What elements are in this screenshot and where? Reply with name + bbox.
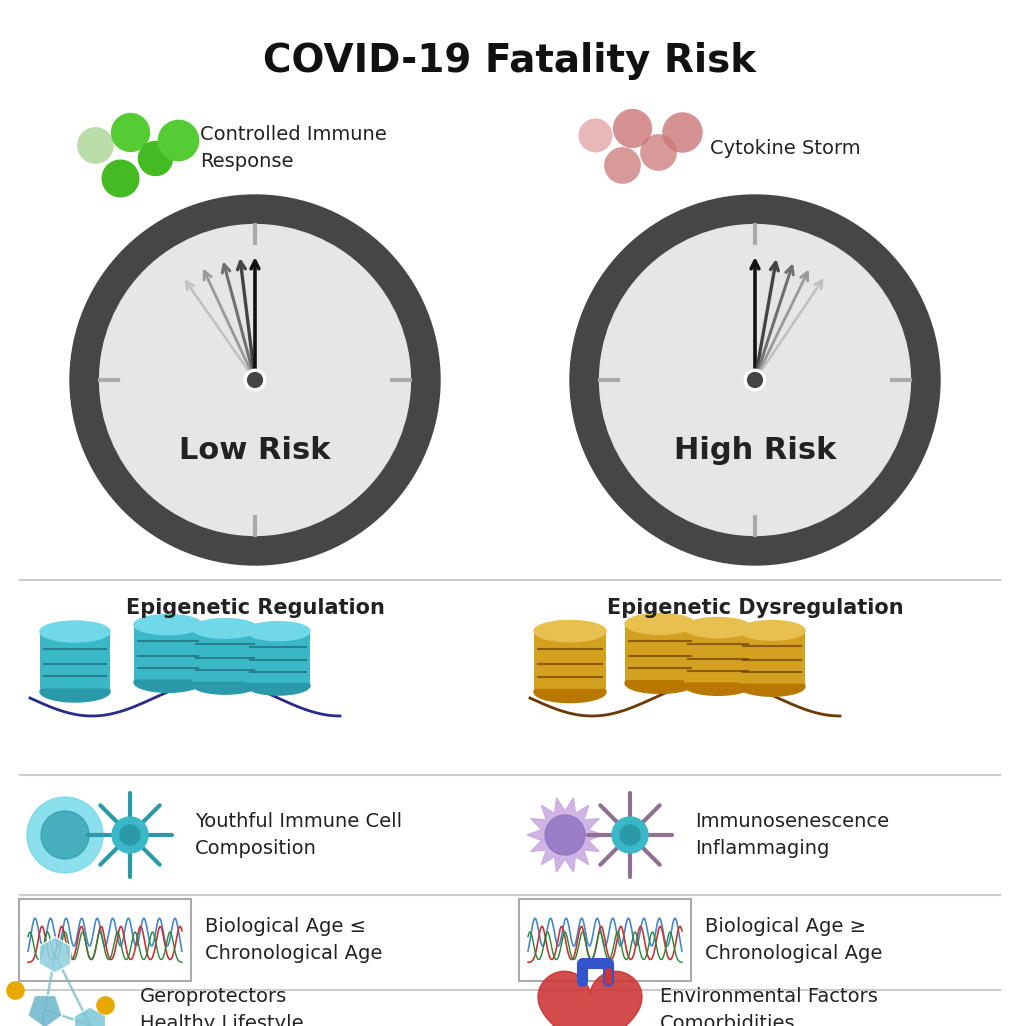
- Text: High Risk: High Risk: [674, 436, 836, 465]
- Text: Biological Age ≥
Chronological Age: Biological Age ≥ Chronological Age: [704, 917, 881, 962]
- Polygon shape: [527, 798, 602, 872]
- Ellipse shape: [40, 681, 110, 702]
- FancyBboxPatch shape: [133, 625, 202, 679]
- Ellipse shape: [625, 614, 694, 634]
- Ellipse shape: [192, 619, 258, 638]
- Circle shape: [26, 797, 103, 873]
- Point: [97, 997, 113, 1014]
- Polygon shape: [537, 972, 641, 1026]
- Text: Epigenetic Dysregulation: Epigenetic Dysregulation: [606, 598, 903, 618]
- Text: Immunosenescence
Inflammaging: Immunosenescence Inflammaging: [694, 813, 889, 858]
- Text: Low Risk: Low Risk: [179, 436, 330, 465]
- Circle shape: [620, 825, 639, 845]
- Point: [7, 982, 23, 998]
- Ellipse shape: [133, 672, 202, 693]
- FancyBboxPatch shape: [192, 628, 258, 681]
- Circle shape: [611, 817, 647, 853]
- Circle shape: [112, 817, 148, 853]
- FancyBboxPatch shape: [519, 899, 690, 981]
- Circle shape: [41, 811, 89, 859]
- Circle shape: [100, 225, 410, 536]
- Ellipse shape: [684, 618, 751, 638]
- Point: [674, 124, 690, 141]
- Point: [112, 169, 128, 186]
- Point: [87, 136, 103, 153]
- Circle shape: [544, 815, 585, 855]
- Point: [613, 157, 630, 173]
- FancyBboxPatch shape: [625, 624, 694, 680]
- Ellipse shape: [133, 615, 202, 635]
- Text: COVID-19 Fatality Risk: COVID-19 Fatality Risk: [263, 42, 756, 80]
- Ellipse shape: [739, 676, 804, 697]
- Ellipse shape: [40, 621, 110, 642]
- Text: Youthful Immune Cell
Composition: Youthful Immune Cell Composition: [195, 813, 401, 858]
- Circle shape: [599, 225, 910, 536]
- Ellipse shape: [534, 681, 605, 703]
- Text: Cytokine Storm: Cytokine Storm: [709, 139, 860, 158]
- Circle shape: [570, 195, 940, 565]
- FancyBboxPatch shape: [738, 630, 804, 683]
- Point: [586, 127, 602, 144]
- Point: [147, 150, 163, 166]
- Point: [649, 144, 665, 160]
- FancyBboxPatch shape: [19, 899, 191, 981]
- Ellipse shape: [246, 676, 310, 695]
- Text: Geroprotectors
Healthy Lifestyle: Geroprotectors Healthy Lifestyle: [140, 987, 304, 1026]
- Text: Epigenetic Regulation: Epigenetic Regulation: [125, 598, 384, 618]
- Circle shape: [70, 195, 439, 565]
- Text: Controlled Immune
Response: Controlled Immune Response: [200, 125, 386, 170]
- Circle shape: [244, 369, 266, 391]
- FancyBboxPatch shape: [246, 631, 310, 683]
- Ellipse shape: [534, 621, 605, 641]
- Text: Environmental Factors
Comorbidities: Environmental Factors Comorbidities: [659, 987, 877, 1026]
- Ellipse shape: [739, 621, 804, 640]
- Ellipse shape: [625, 673, 694, 694]
- Ellipse shape: [246, 622, 310, 640]
- Ellipse shape: [684, 675, 751, 696]
- FancyBboxPatch shape: [40, 631, 110, 688]
- Text: Biological Age ≤
Chronological Age: Biological Age ≤ Chronological Age: [205, 917, 382, 962]
- FancyBboxPatch shape: [534, 631, 605, 688]
- Ellipse shape: [192, 675, 258, 695]
- FancyBboxPatch shape: [684, 628, 751, 682]
- Point: [624, 120, 640, 136]
- Point: [170, 131, 186, 148]
- Circle shape: [747, 372, 761, 388]
- Circle shape: [248, 372, 262, 388]
- Circle shape: [744, 369, 765, 391]
- Circle shape: [120, 825, 140, 845]
- Point: [121, 124, 138, 141]
